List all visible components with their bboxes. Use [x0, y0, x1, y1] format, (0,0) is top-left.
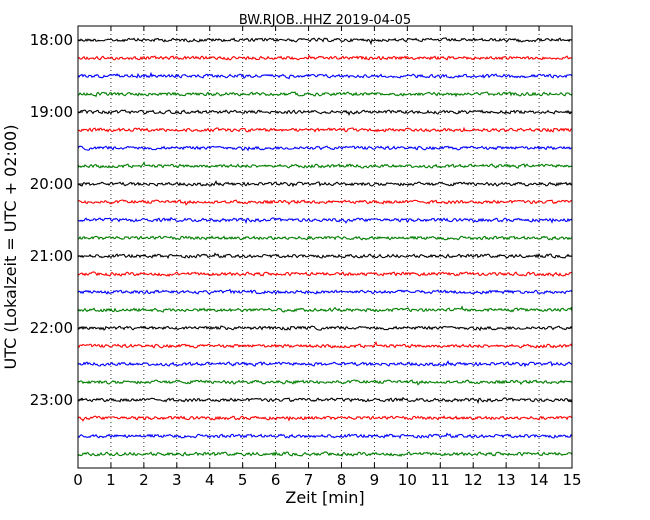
- trace-1: [77, 54, 573, 61]
- x-tick-label: 7: [304, 471, 314, 489]
- trace-21: [77, 415, 573, 422]
- x-tick-label: 11: [431, 471, 450, 489]
- x-tick-label: 1: [106, 471, 116, 489]
- x-axis-label: Zeit [min]: [285, 488, 364, 507]
- trace-5: [77, 126, 573, 133]
- y-tick-label: 22:00: [30, 319, 73, 337]
- x-tick-label: 8: [337, 471, 347, 489]
- x-tick-label: 2: [139, 471, 149, 489]
- trace-12: [77, 252, 573, 260]
- trace-13: [77, 271, 573, 278]
- y-tick-label: 21:00: [30, 247, 73, 265]
- trace-15: [77, 305, 573, 313]
- x-tick-label: 6: [271, 471, 281, 489]
- trace-19: [77, 379, 573, 386]
- seismic-traces: [77, 37, 573, 457]
- trace-23: [77, 450, 573, 457]
- x-tick-label: 3: [172, 471, 182, 489]
- y-tick-label: 23:00: [30, 391, 73, 409]
- x-tick-label: 4: [205, 471, 215, 489]
- trace-9: [77, 199, 573, 206]
- y-tick-label: 20:00: [30, 175, 73, 193]
- x-tick-label: 13: [497, 471, 516, 489]
- x-tick-label: 0: [73, 471, 83, 489]
- trace-10: [77, 216, 573, 225]
- y-axis: 18:00 19:00 20:00 21:00 22:00 23:00: [30, 31, 572, 409]
- trace-2: [77, 71, 573, 80]
- trace-18: [77, 360, 573, 368]
- trace-4: [77, 109, 573, 117]
- trace-6: [77, 145, 573, 152]
- x-tick-label: 9: [370, 471, 380, 489]
- trace-3: [77, 91, 573, 98]
- trace-7: [77, 161, 573, 169]
- trace-8: [77, 180, 573, 188]
- trace-20: [77, 396, 573, 405]
- trace-0: [77, 37, 573, 46]
- grid-lines: [110, 26, 540, 468]
- y-tick-label: 18:00: [30, 31, 73, 49]
- y-axis-label: UTC (Lokalzeit = UTC + 02:00): [1, 125, 20, 370]
- trace-11: [77, 235, 573, 241]
- trace-16: [77, 325, 573, 332]
- x-tick-label: 15: [562, 471, 581, 489]
- x-axis: 0 1 2 3 4 5 6 7 8 9 10 11 12 13 14 15: [73, 26, 582, 489]
- x-tick-label: 14: [530, 471, 549, 489]
- plot-frame: [77, 25, 573, 469]
- trace-22: [77, 432, 573, 440]
- trace-14: [77, 288, 573, 295]
- x-tick-label: 5: [238, 471, 248, 489]
- y-tick-label: 19:00: [30, 103, 73, 121]
- x-tick-label: 12: [464, 471, 483, 489]
- x-tick-label: 10: [398, 471, 417, 489]
- trace-17: [77, 341, 573, 349]
- chart-title: BW.RJOB..HHZ 2019-04-05: [239, 13, 411, 28]
